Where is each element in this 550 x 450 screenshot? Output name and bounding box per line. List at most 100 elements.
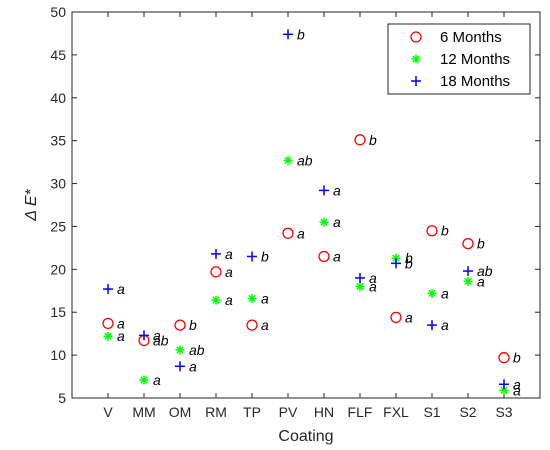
x-tick-label: S1 [423, 404, 440, 420]
data-point-asterisk [247, 293, 257, 303]
data-point-circle [498, 352, 510, 364]
significance-label: ab [477, 263, 493, 279]
x-axis-title: Coating [278, 428, 333, 445]
data-point-plus [355, 272, 365, 283]
significance-label: b [405, 255, 413, 271]
y-tick-label: 15 [50, 304, 66, 320]
significance-label: ab [297, 152, 313, 168]
data-point-circle [174, 319, 186, 331]
data-point-circle [462, 237, 474, 250]
legend-entry-label: 18 Months [440, 73, 510, 90]
significance-label: a [441, 317, 449, 333]
x-tick-label: FXL [383, 404, 409, 420]
x-tick-label: V [103, 404, 113, 420]
legend-entry-label: 12 Months [440, 51, 510, 68]
significance-label: a [297, 225, 305, 241]
data-point-plus [247, 251, 257, 262]
significance-label: a [369, 270, 377, 286]
x-tick-label: S3 [495, 404, 512, 420]
significance-label: a [117, 281, 125, 297]
significance-label: b [405, 250, 413, 266]
significance-label: b [189, 317, 197, 333]
data-point-circle [282, 227, 294, 239]
data-point-plus [463, 266, 473, 277]
data-point-plus [319, 185, 329, 196]
x-tick-label: FLF [348, 404, 373, 420]
data-point-asterisk [355, 281, 365, 291]
y-tick-label: 5 [58, 390, 66, 406]
data-point-asterisk [319, 217, 329, 227]
significance-label: b [261, 248, 269, 264]
data-point-plus [211, 248, 221, 259]
legend-marker-plus [411, 76, 421, 86]
data-point-plus [427, 320, 437, 331]
data-point-plus [139, 330, 149, 341]
significance-label: a [477, 273, 485, 289]
data-point-circle [102, 317, 114, 330]
significance-label: a [513, 382, 521, 398]
significance-label: a [153, 372, 161, 388]
data-point-circle [390, 311, 402, 324]
significance-label: a [117, 328, 125, 344]
axes-frame [71, 11, 541, 399]
significance-label: b [441, 223, 449, 239]
significance-label: a [513, 376, 521, 392]
y-tick-label: 35 [50, 133, 66, 149]
y-tick-label: 25 [50, 218, 66, 234]
data-point-circle [354, 134, 366, 146]
legend-marker-asterisk [411, 54, 421, 64]
significance-label: a [153, 327, 161, 343]
data-point-asterisk [175, 345, 185, 355]
y-tick-label: 20 [50, 261, 66, 277]
data-point-plus [175, 361, 185, 372]
significance-label: b [513, 350, 521, 366]
significance-label: b [297, 26, 305, 42]
significance-label: ab [189, 342, 205, 358]
significance-label: a [369, 278, 377, 294]
legend-entry-label: 6 Months [440, 29, 502, 46]
x-tick-label: TP [243, 404, 261, 420]
significance-label: a [261, 290, 269, 306]
y-tick-label: 10 [50, 347, 66, 363]
data-point-asterisk [139, 375, 149, 385]
significance-label: a [117, 315, 125, 331]
data-point-plus [499, 379, 509, 390]
data-point-asterisk [427, 288, 437, 298]
y-tick-label: 45 [50, 47, 66, 63]
data-point-circle [318, 250, 330, 263]
data-point-plus [283, 29, 293, 40]
significance-label: b [477, 236, 485, 252]
data-point-asterisk [463, 276, 473, 286]
significance-label: a [405, 309, 413, 325]
y-axis-title: Δ E* [23, 188, 40, 221]
data-point-plus [103, 284, 113, 295]
data-point-asterisk [283, 155, 293, 165]
y-tick-label: 50 [50, 4, 66, 20]
data-point-circle [426, 225, 438, 237]
significance-label: a [333, 248, 341, 264]
significance-label: a [225, 246, 233, 262]
data-point-asterisk [211, 295, 221, 305]
significance-label: b [369, 132, 377, 148]
x-tick-label: PV [279, 404, 298, 420]
significance-label: a [225, 264, 233, 280]
data-point-asterisk [103, 331, 113, 341]
x-tick-label: HN [314, 404, 334, 420]
data-point-plus [391, 258, 401, 269]
significance-label: a [261, 317, 269, 333]
significance-label: a [441, 285, 449, 301]
x-tick-label: RM [205, 404, 227, 420]
significance-label: a [189, 358, 197, 374]
y-tick-label: 40 [50, 90, 66, 106]
x-tick-label: S2 [459, 404, 476, 420]
significance-label: a [333, 214, 341, 230]
data-point-circle [246, 319, 258, 331]
significance-label: a [225, 292, 233, 308]
x-tick-label: MM [132, 404, 155, 420]
x-tick-label: OM [169, 404, 192, 420]
y-tick-label: 30 [50, 176, 66, 192]
legend-marker-circle [410, 31, 422, 43]
significance-label: a [333, 182, 341, 198]
data-point-circle [210, 266, 222, 278]
